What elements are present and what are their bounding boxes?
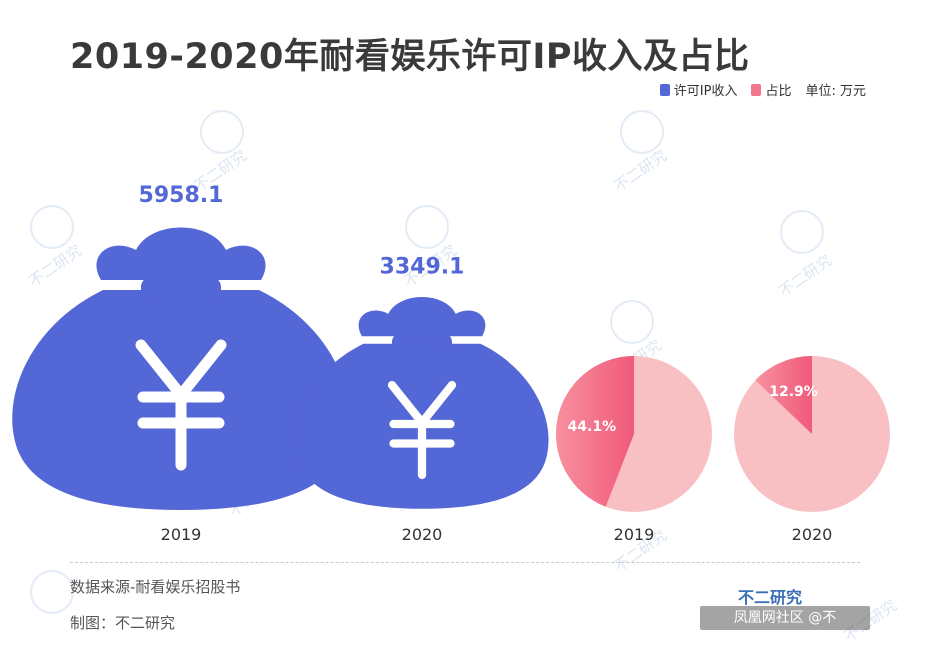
- chart-title: 2019-2020年耐看娱乐许可IP收入及占比: [70, 37, 750, 77]
- legend-swatch-share: [751, 83, 762, 96]
- revenue-value-label: 3349.1: [380, 254, 465, 279]
- footer-divider: [70, 562, 860, 563]
- share-category-label: 2019: [614, 525, 655, 544]
- platform-badge: 凤凰网社区 @不: [700, 606, 870, 630]
- money-bag-2020: [295, 296, 549, 509]
- share-value-label: 44.1%: [568, 419, 617, 435]
- share-pie-slice-2020: [755, 356, 812, 434]
- revenue-category-label: 2019: [161, 525, 202, 544]
- data-source: 数据来源-耐看娱乐招股书: [70, 578, 241, 596]
- unit-label: 单位: 万元: [805, 84, 866, 99]
- yen-icon: [387, 380, 457, 480]
- revenue-category-label: 2020: [402, 525, 443, 544]
- chart-author: 制图：不二研究: [70, 614, 176, 632]
- legend-swatch-revenue: [659, 83, 670, 96]
- money-bag-neck: [392, 334, 452, 353]
- legend-item-revenue: 许可IP收入: [659, 80, 738, 99]
- share-pie-slice-2019: [555, 356, 634, 507]
- money-bag-top: [96, 227, 266, 280]
- share-category-label: 2020: [792, 525, 833, 544]
- yen-icon: [135, 339, 227, 471]
- legend-label-revenue: 许可IP收入: [673, 84, 738, 99]
- revenue-value-label: 5958.1: [139, 183, 224, 208]
- brand-logo-text: 不二研究: [738, 588, 803, 607]
- legend-item-share: 占比: [751, 80, 791, 99]
- legend: 许可IP收入 占比 单位: 万元: [659, 80, 866, 99]
- legend-label-share: 占比: [765, 84, 792, 99]
- money-bag-2019: [12, 227, 350, 510]
- share-value-label: 12.9%: [769, 384, 818, 400]
- money-bag-top: [358, 296, 486, 337]
- money-bag-neck: [141, 277, 221, 301]
